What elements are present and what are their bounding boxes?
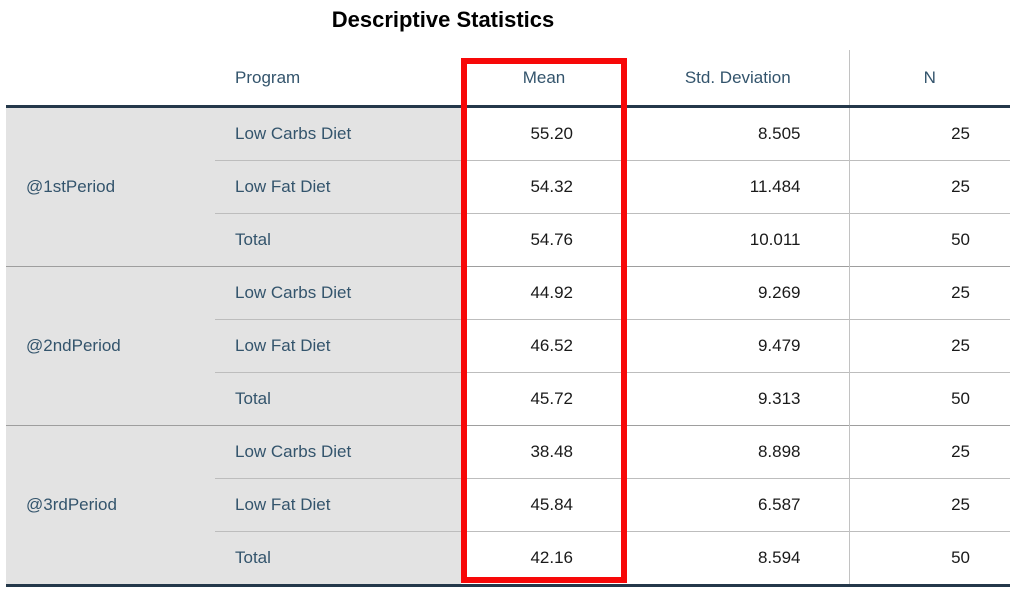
table-row: Total 54.76 10.011 50 bbox=[6, 213, 1010, 267]
table-row: @3rdPeriod Low Carbs Diet 38.48 8.898 25 bbox=[6, 425, 1010, 586]
mean-cell: 46.52 bbox=[461, 319, 627, 373]
n-cell: 50 bbox=[848, 531, 1010, 586]
n-cell: 50 bbox=[848, 213, 1010, 267]
mean-cell: 54.76 bbox=[461, 213, 627, 267]
std-cell: 8.898 bbox=[627, 425, 849, 479]
n-cell: 25 bbox=[848, 266, 1010, 320]
col-header-std-deviation: Std. Deviation bbox=[627, 50, 849, 108]
program-cell: Total bbox=[215, 372, 461, 426]
descriptive-statistics-table: Program Mean Std. Deviation N @1stPeriod… bbox=[6, 50, 1010, 587]
std-cell: 8.505 bbox=[757, 124, 801, 143]
table-row: Low Fat Diet 45.84 6.587 25 bbox=[6, 478, 1010, 532]
col-header-mean: Mean bbox=[461, 50, 627, 108]
program-cell: Low Fat Diet bbox=[215, 319, 461, 373]
period-cell: @1stPeriod bbox=[6, 106, 215, 267]
n-cell: 50 bbox=[848, 372, 1010, 426]
program-cell: Low Carbs Diet bbox=[215, 106, 461, 161]
period-cell: @2ndPeriod bbox=[6, 266, 215, 426]
program-cell: Low Fat Diet bbox=[215, 478, 461, 532]
n-cell: 25 bbox=[848, 425, 1010, 479]
n-cell: 25 bbox=[848, 106, 1010, 161]
std-cell: 6.587 bbox=[627, 478, 849, 532]
mean-cell: 54.32 bbox=[461, 160, 627, 214]
table-row: Low Fat Diet 46.52 9.479 25 bbox=[6, 319, 1010, 373]
program-cell: Low Carbs Diet bbox=[215, 266, 461, 320]
mean-cell: 55.20 bbox=[530, 124, 573, 143]
n-cell: 25 bbox=[848, 319, 1010, 373]
std-cell: 10.011 bbox=[627, 213, 849, 267]
mean-cell: 44.92 bbox=[461, 266, 627, 320]
std-cell: 11.484 bbox=[627, 160, 849, 214]
std-cell: 8.594 bbox=[627, 531, 849, 586]
mean-cell: 45.72 bbox=[461, 372, 627, 426]
header-row: Program Mean Std. Deviation N bbox=[6, 50, 1010, 108]
table-row: Total 45.72 9.313 50 bbox=[6, 372, 1010, 426]
mean-cell: 38.48 bbox=[461, 425, 627, 479]
table-row: @2ndPeriod Low Carbs Diet 44.92 9.269 25 bbox=[6, 266, 1010, 426]
period-cell: @3rdPeriod bbox=[6, 425, 215, 586]
std-cell: 9.313 bbox=[627, 372, 849, 426]
col-header-period-blank bbox=[6, 50, 215, 108]
col-header-program: Program bbox=[215, 50, 461, 108]
n-cell: 25 bbox=[848, 478, 1010, 532]
program-cell: Low Fat Diet bbox=[215, 160, 461, 214]
std-cell: 9.479 bbox=[627, 319, 849, 373]
table-row: Total 42.16 8.594 50 bbox=[6, 531, 1010, 586]
program-cell: Low Carbs Diet bbox=[215, 425, 461, 479]
mean-cell: 45.84 bbox=[461, 478, 627, 532]
table-row: @1stPeriod Low Carbs Diet 55.20 8.505 25 bbox=[6, 106, 1010, 267]
std-cell: 9.269 bbox=[627, 266, 849, 320]
program-cell: Total bbox=[215, 213, 461, 267]
table-title: Descriptive Statistics bbox=[331, 7, 555, 32]
n-cell: 25 bbox=[848, 160, 1010, 214]
mean-cell: 42.16 bbox=[461, 531, 627, 586]
table-row: Low Fat Diet 54.32 11.484 25 bbox=[6, 160, 1010, 214]
program-cell: Total bbox=[215, 531, 461, 586]
col-header-n: N bbox=[848, 50, 1010, 108]
